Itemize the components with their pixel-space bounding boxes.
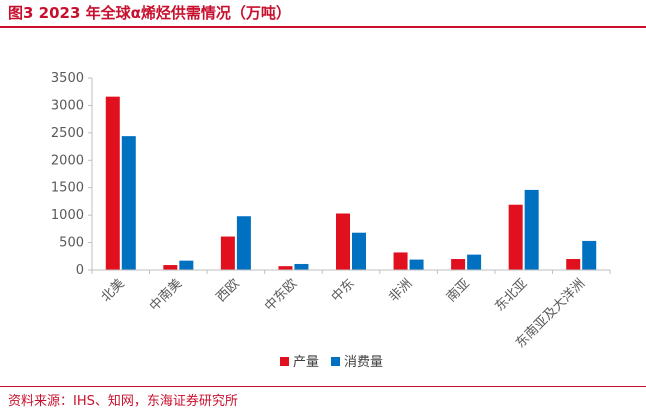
y-axis: 0 500 1000 1500 2000 2500 3000 3500 — [51, 71, 93, 278]
x-category-label: 北美 — [99, 276, 128, 305]
source-rule — [0, 386, 646, 387]
bar-consumption — [236, 216, 251, 270]
x-category-label: 西欧 — [214, 276, 243, 305]
legend-label: 消费量 — [344, 355, 383, 370]
bar-consumption — [524, 189, 539, 270]
x-category-label: 中东欧 — [262, 276, 300, 314]
bar-consumption — [294, 263, 309, 270]
bar-consumption — [409, 259, 424, 270]
y-tick-label: 1500 — [51, 181, 84, 196]
bar-production — [163, 265, 178, 270]
x-category-label: 非洲 — [386, 276, 415, 305]
bar-consumption — [582, 240, 597, 270]
bar-consumption — [179, 260, 194, 270]
bar-production — [220, 236, 235, 270]
x-category-label: 中南美 — [146, 276, 185, 315]
bar-production — [508, 204, 523, 270]
y-tick-label: 3500 — [51, 71, 84, 86]
bar-production — [393, 252, 408, 270]
x-category-label: 南亚 — [443, 276, 473, 306]
figure-title: 图3 2023 年全球α烯烃供需情况（万吨） — [8, 4, 291, 22]
x-category-label: 中东 — [329, 276, 358, 305]
bar-production — [451, 259, 466, 270]
legend-swatch — [331, 357, 340, 366]
bar-consumption — [467, 254, 482, 270]
y-tick-label: 500 — [59, 236, 84, 251]
bar-chart: 0 500 1000 1500 2000 2500 3000 3500 北美 中南美 西欧 中东欧中… — [51, 71, 611, 370]
bar-production — [278, 266, 293, 270]
bar-consumption — [121, 136, 136, 270]
title-rule — [0, 26, 646, 28]
bars — [105, 96, 597, 270]
bar-production — [336, 213, 350, 270]
source-note: 资料来源：IHS、知网，东海证券研究所 — [8, 394, 238, 409]
bar-production — [105, 96, 120, 270]
legend-swatch — [280, 357, 289, 366]
legend-label: 产量 — [293, 355, 319, 370]
y-tick-label: 0 — [76, 263, 84, 278]
y-tick-label: 2500 — [51, 126, 84, 141]
y-tick-label: 3000 — [51, 98, 84, 113]
y-tick-label: 1000 — [51, 208, 84, 223]
y-tick-label: 2000 — [51, 153, 84, 168]
legend: 产量 消费量 — [280, 355, 383, 370]
x-category-label: 东北亚 — [492, 276, 530, 314]
bar-consumption — [352, 232, 366, 270]
bar-production — [566, 259, 581, 270]
